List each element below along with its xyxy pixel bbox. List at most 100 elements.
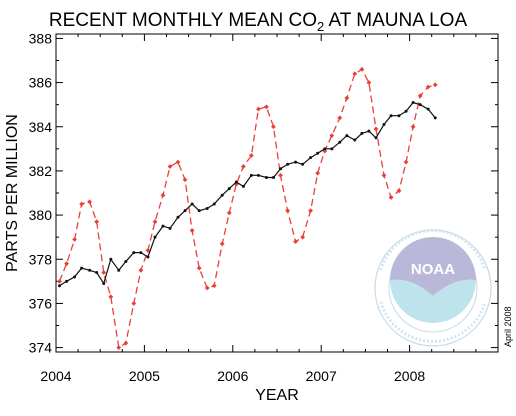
seasonal-data-point: [396, 188, 402, 194]
trend-data-point: [382, 123, 386, 127]
x-tick-label: 2008: [394, 368, 425, 384]
seasonal-data-point: [219, 241, 225, 247]
seasonal-data-point: [160, 192, 166, 198]
seasonal-data-point: [425, 84, 431, 90]
seasonal-data-point: [226, 210, 232, 216]
trend-data-point: [397, 114, 401, 118]
trend-data-point: [117, 268, 121, 272]
trend-data-point: [234, 180, 238, 184]
trend-data-point: [153, 235, 157, 239]
seasonal-data-point: [300, 234, 306, 240]
seasonal-data-point: [57, 278, 62, 284]
trend-data-point: [241, 184, 245, 188]
x-axis-label: YEAR: [255, 387, 299, 404]
seasonal-data-point: [123, 340, 129, 346]
trend-data-point: [227, 187, 231, 191]
trend-data-point: [58, 284, 62, 288]
seasonal-series-line: [58, 68, 436, 349]
seasonal-data-point: [344, 95, 350, 101]
trend-data-point: [411, 100, 415, 104]
trend-data-point: [338, 140, 342, 144]
x-tick-label: 2006: [217, 368, 248, 384]
seasonal-data-point: [285, 208, 291, 214]
trend-data-point: [264, 176, 268, 180]
seasonal-data-point: [233, 181, 239, 187]
seasonal-data-point: [101, 270, 107, 275]
trend-data-point: [212, 202, 216, 206]
seasonal-data-point: [182, 177, 188, 183]
trend-data-point: [132, 251, 136, 255]
seasonal-data-point: [337, 115, 343, 121]
seasonal-data-point: [175, 159, 181, 165]
trend-data-point: [102, 282, 106, 286]
trend-data-point: [139, 251, 143, 255]
trend-data-point: [161, 224, 165, 228]
y-tick-labels: 374 376 378 380 382 384 386 388: [29, 30, 53, 355]
trend-series-line: [59, 101, 436, 287]
seasonal-data-point: [145, 248, 151, 253]
seasonal-data-point: [167, 164, 173, 169]
trend-data-point: [286, 162, 290, 166]
trend-data-point: [279, 167, 283, 171]
chart-title-prefix: RECENT MONTHLY MEAN CO: [49, 10, 317, 31]
trend-data-point: [418, 103, 422, 107]
seasonal-data-point: [352, 71, 358, 77]
seasonal-data-point: [248, 153, 254, 158]
x-tick-label: 2005: [129, 368, 160, 384]
trend-data-point: [88, 268, 92, 272]
trend-data-point: [205, 206, 209, 210]
y-tick-label: 376: [29, 295, 53, 311]
series-layer: [57, 66, 438, 350]
trend-data-point: [360, 131, 364, 135]
seasonal-data-point: [417, 93, 423, 99]
seasonal-data-point: [308, 208, 313, 214]
seasonal-data-point: [116, 345, 122, 350]
seasonal-data-point: [152, 219, 158, 225]
seasonal-data-point: [381, 172, 387, 178]
seasonal-data-point: [359, 66, 365, 72]
noaa-logo-text: NOAA: [411, 261, 455, 278]
trend-data-point: [367, 129, 371, 133]
x-tick-label: 2004: [40, 368, 71, 384]
seasonal-data-point: [241, 164, 246, 169]
trend-data-point: [404, 109, 408, 113]
y-tick-label: 388: [29, 30, 53, 46]
y-tick-label: 378: [29, 251, 53, 267]
date-annotation: April 2008: [503, 306, 513, 347]
seasonal-data-point: [373, 126, 379, 132]
noaa-logo: NOAA: [374, 229, 492, 347]
seasonal-data-point: [94, 219, 100, 225]
trend-data-point: [190, 202, 194, 206]
seasonal-data-point: [189, 228, 195, 233]
seasonal-data-point: [278, 172, 283, 178]
trend-data-point: [95, 271, 99, 274]
trend-data-point: [109, 257, 113, 261]
seasonal-data-point: [263, 104, 269, 110]
trend-data-point: [183, 209, 187, 213]
seasonal-data-point: [403, 159, 409, 165]
trend-data-point: [249, 173, 253, 177]
trend-data-point: [176, 215, 180, 219]
seasonal-data-point: [196, 265, 202, 271]
trend-data-point: [146, 255, 150, 259]
seasonal-data-point: [204, 285, 210, 291]
seasonal-data-point: [410, 124, 416, 130]
y-tick-label: 386: [29, 75, 53, 91]
trend-data-point: [389, 114, 393, 118]
trend-data-point: [197, 209, 201, 213]
seasonal-data-point: [108, 294, 114, 300]
seasonal-data-point: [388, 195, 394, 200]
seasonal-data-point: [293, 239, 298, 244]
trend-data-point: [65, 279, 69, 283]
chart-title: RECENT MONTHLY MEAN CO2 AT MAUNA LOA: [49, 10, 468, 34]
trend-data-point: [426, 107, 430, 111]
trend-data-point: [271, 176, 275, 180]
seasonal-data-point: [329, 133, 335, 138]
trend-data-point: [73, 275, 77, 279]
trend-data-point: [256, 173, 260, 177]
trend-data-point: [301, 162, 305, 166]
trend-data-point: [294, 160, 298, 164]
seasonal-data-point: [64, 261, 70, 267]
